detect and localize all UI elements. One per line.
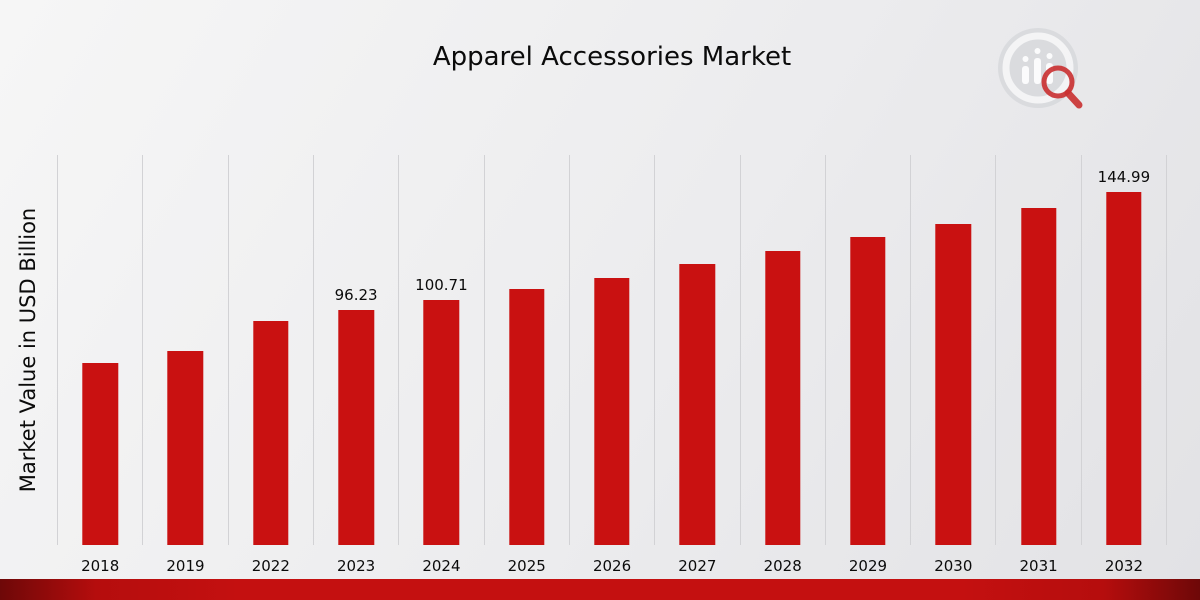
logo-graphic xyxy=(998,28,1083,109)
chart-category-cell: 144.99 2032 xyxy=(1080,155,1168,575)
x-tick-label: 2024 xyxy=(422,557,461,575)
footer-ribbon xyxy=(0,579,1200,600)
x-tick-label: 2019 xyxy=(166,557,205,575)
chart-category-cell: 2027 xyxy=(654,155,739,575)
bar-2026 xyxy=(594,278,630,545)
chart-category-cell: 2022 xyxy=(227,155,313,575)
x-tick-label: 2018 xyxy=(81,557,120,575)
bar-value-label: 96.23 xyxy=(334,286,378,305)
bar-2025 xyxy=(509,289,545,545)
bar-2027 xyxy=(679,264,716,545)
bar-chart-magnifier-logo xyxy=(996,26,1088,118)
bar-2030 xyxy=(935,224,971,545)
x-tick-label: 2022 xyxy=(251,557,290,575)
bar-2031 xyxy=(1020,208,1057,545)
x-tick-label: 2028 xyxy=(763,557,802,575)
chart-category-cell: 2018 xyxy=(57,155,142,575)
x-tick-label: 2025 xyxy=(507,557,546,575)
chart-category-cell: 2028 xyxy=(739,155,825,575)
chart-category-cell: 2025 xyxy=(483,155,569,575)
bar-chart-plot: 2018 2019 2022 96.23 2023 100.71 2024 2025 2026 2… xyxy=(57,155,1168,575)
x-tick-label: 2026 xyxy=(592,557,632,575)
x-tick-label: 2030 xyxy=(934,557,973,575)
y-axis-label: Market Value in USD Billion xyxy=(16,207,40,493)
bar-2032 xyxy=(1106,191,1142,545)
bar-2023 xyxy=(338,310,374,545)
x-tick-label: 2029 xyxy=(848,557,888,575)
x-tick-label: 2032 xyxy=(1104,557,1143,575)
bar-2022 xyxy=(253,321,289,545)
bar-2019 xyxy=(167,350,204,545)
chart-category-cell: 2031 xyxy=(995,155,1080,575)
bar-2029 xyxy=(850,237,886,545)
chart-title: Apparel Accessories Market xyxy=(432,42,792,72)
chart-category-cell: 2026 xyxy=(568,155,654,575)
x-tick-label: 2023 xyxy=(337,557,376,575)
bar-2024 xyxy=(423,299,460,545)
chart-category-cell: 2030 xyxy=(910,155,995,575)
bar-value-label: 144.99 xyxy=(1097,167,1151,186)
chart-category-cell: 96.23 2023 xyxy=(312,155,398,575)
bar-2028 xyxy=(764,251,801,545)
chart-category-cell: 2029 xyxy=(824,155,910,575)
x-tick-label: 2031 xyxy=(1019,557,1058,575)
chart-category-cell: 100.71 2024 xyxy=(398,155,483,575)
bar-2018 xyxy=(82,363,118,545)
chart-category-cell: 2019 xyxy=(142,155,227,575)
bar-value-label: 100.71 xyxy=(415,275,468,294)
x-tick-label: 2027 xyxy=(678,557,717,575)
